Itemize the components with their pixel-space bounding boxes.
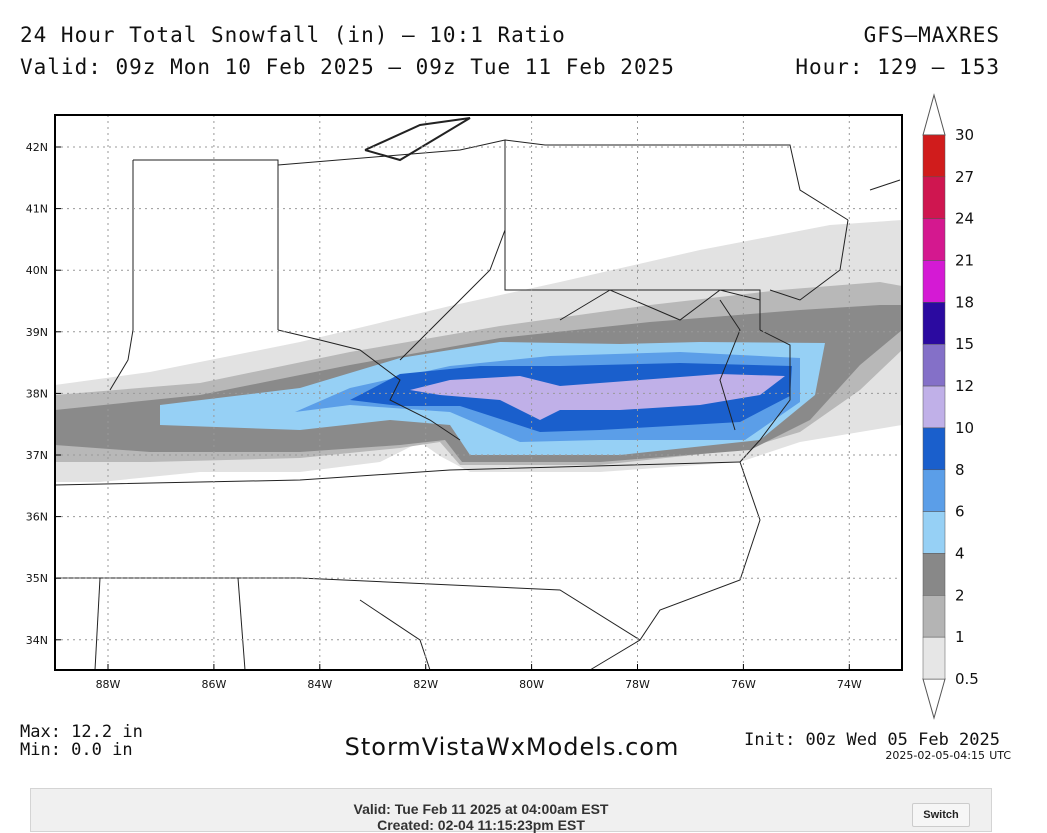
colorbar-swatch	[922, 385, 946, 429]
lon-label: 80W	[519, 678, 544, 691]
timestamp: 2025-02-05-04:15	[885, 749, 985, 762]
colorbar-swatch	[922, 260, 946, 303]
lat-label: 36N	[26, 511, 48, 524]
colorbar-label: 15	[955, 335, 974, 353]
colorbar-swatch	[922, 176, 946, 219]
colorbar-swatch	[922, 218, 946, 261]
colorbar-label: 18	[955, 293, 974, 311]
max-value: Max: 12.2 in	[20, 722, 143, 742]
site-name: StormVistaWxModels.com	[345, 733, 680, 761]
colorbar-label: 1	[955, 628, 965, 646]
snowfall-field	[55, 220, 902, 482]
lon-label: 86W	[201, 678, 226, 691]
colorbar-bottom-arrow	[922, 678, 946, 720]
map-frame	[54, 114, 903, 671]
colorbar-label: 0.5	[955, 670, 979, 688]
lat-label: 37N	[26, 449, 48, 462]
lat-label: 41N	[26, 203, 48, 216]
colorbar-label: 8	[955, 461, 965, 479]
colorbar-swatch	[922, 427, 946, 471]
colorbar-label: 27	[955, 168, 974, 186]
lon-label: 76W	[731, 678, 756, 691]
colorbar-swatch	[922, 469, 946, 512]
lat-label: 39N	[26, 326, 48, 339]
model: GFS—MAXRES	[864, 23, 1000, 47]
colorbar-label: 24	[955, 210, 974, 228]
init-time: Init: 00z Wed 05 Feb 2025	[744, 730, 1000, 750]
switch-button[interactable]: Switch	[912, 803, 970, 827]
lat-label: 40N	[26, 264, 48, 277]
lon-label: 84W	[307, 678, 332, 691]
grid: 42N 41N 40N 39N 38N 37N 36N 35N 34N 88W 86W 84W 82W 8…	[26, 115, 902, 691]
colorbar-label: 12	[955, 377, 974, 395]
lat-label: 34N	[26, 634, 48, 647]
colorbar-swatch	[922, 553, 946, 596]
colorbar-label: 2	[955, 586, 965, 604]
colorbar-swatch	[922, 343, 946, 387]
lon-label: 74W	[837, 678, 862, 691]
colorbar-swatch	[922, 511, 946, 554]
lat-label: 42N	[26, 141, 48, 154]
lat-label: 35N	[26, 572, 48, 585]
lon-label: 78W	[625, 678, 650, 691]
created-time: Created: 02-04 11:15:23pm EST	[377, 817, 585, 833]
valid-range: Valid: 09z Mon 10 Feb 2025 — 09z Tue 11 …	[20, 55, 675, 79]
title: 24 Hour Total Snowfall (in) — 10:1 Ratio	[20, 23, 566, 47]
boundaries	[54, 117, 901, 671]
lon-label: 82W	[413, 678, 438, 691]
lon-label: 88W	[96, 678, 121, 691]
colorbar-label: 21	[955, 252, 974, 270]
min-value: Min: 0.0 in	[20, 740, 133, 760]
valid-time: Valid: Tue Feb 11 2025 at 04:00am EST	[353, 801, 609, 817]
forecast-hour: Hour: 129 — 153	[795, 55, 1000, 79]
timezone: UTC	[989, 749, 1011, 762]
colorbar-label: 30	[955, 126, 974, 144]
colorbar-swatch	[922, 302, 946, 345]
map-figure: 24 Hour Total Snowfall (in) — 10:1 Ratio…	[20, 23, 1011, 762]
lat-label: 38N	[26, 387, 48, 400]
colorbar-swatch	[922, 595, 946, 638]
colorbar-swatch	[922, 636, 946, 680]
colorbar-label: 6	[955, 503, 965, 521]
colorbar-top-arrow	[922, 93, 946, 136]
colorbar-label: 4	[955, 544, 965, 562]
colorbar-label: 10	[955, 419, 974, 437]
colorbar-swatch	[922, 134, 946, 178]
info-bar: Valid: Tue Feb 11 2025 at 04:00am EST Cr…	[30, 788, 992, 833]
